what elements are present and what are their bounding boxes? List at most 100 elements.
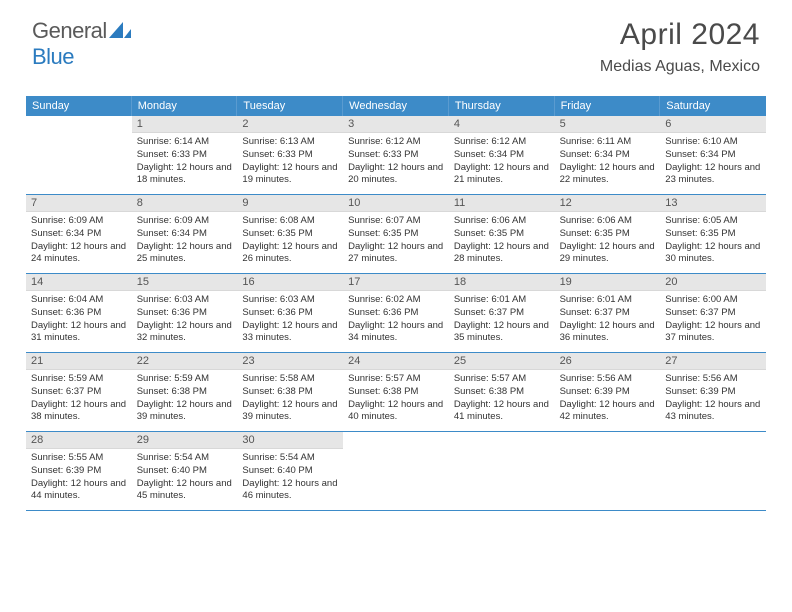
cell-info: Sunrise: 5:54 AMSunset: 6:40 PMDaylight:…	[237, 449, 343, 507]
sunset-text: Sunset: 6:33 PM	[348, 149, 444, 162]
calendar-cell: 22Sunrise: 5:59 AMSunset: 6:38 PMDayligh…	[132, 353, 238, 431]
sunrise-text: Sunrise: 5:57 AM	[454, 373, 550, 386]
calendar-cell: 9Sunrise: 6:08 AMSunset: 6:35 PMDaylight…	[237, 195, 343, 273]
daylight-text: Daylight: 12 hours and 40 minutes.	[348, 399, 444, 425]
cell-info: Sunrise: 5:58 AMSunset: 6:38 PMDaylight:…	[237, 370, 343, 428]
cell-info: Sunrise: 6:06 AMSunset: 6:35 PMDaylight:…	[449, 212, 555, 270]
daylight-text: Daylight: 12 hours and 24 minutes.	[31, 241, 127, 267]
cell-date: 14	[26, 274, 132, 291]
cell-info: Sunrise: 6:01 AMSunset: 6:37 PMDaylight:…	[449, 291, 555, 349]
sunset-text: Sunset: 6:36 PM	[31, 307, 127, 320]
sunset-text: Sunset: 6:35 PM	[665, 228, 761, 241]
sunset-text: Sunset: 6:40 PM	[137, 465, 233, 478]
calendar-cell: 23Sunrise: 5:58 AMSunset: 6:38 PMDayligh…	[237, 353, 343, 431]
cell-info: Sunrise: 5:56 AMSunset: 6:39 PMDaylight:…	[555, 370, 661, 428]
calendar-cell: 19Sunrise: 6:01 AMSunset: 6:37 PMDayligh…	[555, 274, 661, 352]
sunset-text: Sunset: 6:36 PM	[348, 307, 444, 320]
sunset-text: Sunset: 6:37 PM	[665, 307, 761, 320]
sunset-text: Sunset: 6:38 PM	[454, 386, 550, 399]
calendar-cell: 27Sunrise: 5:56 AMSunset: 6:39 PMDayligh…	[660, 353, 766, 431]
cell-info: Sunrise: 6:07 AMSunset: 6:35 PMDaylight:…	[343, 212, 449, 270]
calendar-cell: 20Sunrise: 6:00 AMSunset: 6:37 PMDayligh…	[660, 274, 766, 352]
sunset-text: Sunset: 6:38 PM	[137, 386, 233, 399]
sunset-text: Sunset: 6:37 PM	[454, 307, 550, 320]
calendar-cell: 2Sunrise: 6:13 AMSunset: 6:33 PMDaylight…	[237, 116, 343, 194]
daylight-text: Daylight: 12 hours and 33 minutes.	[242, 320, 338, 346]
cell-info: Sunrise: 6:11 AMSunset: 6:34 PMDaylight:…	[555, 133, 661, 191]
daylight-text: Daylight: 12 hours and 34 minutes.	[348, 320, 444, 346]
day-header: Monday	[132, 96, 238, 116]
cell-info: Sunrise: 6:02 AMSunset: 6:36 PMDaylight:…	[343, 291, 449, 349]
cell-info: Sunrise: 6:00 AMSunset: 6:37 PMDaylight:…	[660, 291, 766, 349]
daylight-text: Daylight: 12 hours and 19 minutes.	[242, 162, 338, 188]
calendar-cell: 13Sunrise: 6:05 AMSunset: 6:35 PMDayligh…	[660, 195, 766, 273]
day-header: Sunday	[26, 96, 132, 116]
daylight-text: Daylight: 12 hours and 30 minutes.	[665, 241, 761, 267]
cell-date: 8	[132, 195, 238, 212]
sunset-text: Sunset: 6:34 PM	[31, 228, 127, 241]
sunset-text: Sunset: 6:35 PM	[348, 228, 444, 241]
sunrise-text: Sunrise: 6:06 AM	[454, 215, 550, 228]
sunset-text: Sunset: 6:36 PM	[242, 307, 338, 320]
cell-date: 7	[26, 195, 132, 212]
cell-date: 10	[343, 195, 449, 212]
calendar-cell: 6Sunrise: 6:10 AMSunset: 6:34 PMDaylight…	[660, 116, 766, 194]
sunset-text: Sunset: 6:38 PM	[242, 386, 338, 399]
calendar-cell: 18Sunrise: 6:01 AMSunset: 6:37 PMDayligh…	[449, 274, 555, 352]
daylight-text: Daylight: 12 hours and 38 minutes.	[31, 399, 127, 425]
daylight-text: Daylight: 12 hours and 27 minutes.	[348, 241, 444, 267]
day-header-row: Sunday Monday Tuesday Wednesday Thursday…	[26, 96, 766, 116]
calendar-cell: 26Sunrise: 5:56 AMSunset: 6:39 PMDayligh…	[555, 353, 661, 431]
cell-date: 2	[237, 116, 343, 133]
cell-date: 1	[132, 116, 238, 133]
sunset-text: Sunset: 6:34 PM	[454, 149, 550, 162]
cell-date: 11	[449, 195, 555, 212]
logo-sail-icon	[109, 18, 131, 44]
calendar-cell	[26, 116, 132, 194]
sunrise-text: Sunrise: 5:59 AM	[31, 373, 127, 386]
sunrise-text: Sunrise: 6:01 AM	[560, 294, 656, 307]
daylight-text: Daylight: 12 hours and 28 minutes.	[454, 241, 550, 267]
sunset-text: Sunset: 6:33 PM	[137, 149, 233, 162]
cell-info: Sunrise: 5:56 AMSunset: 6:39 PMDaylight:…	[660, 370, 766, 428]
sunrise-text: Sunrise: 6:10 AM	[665, 136, 761, 149]
sunrise-text: Sunrise: 6:09 AM	[137, 215, 233, 228]
sunrise-text: Sunrise: 5:54 AM	[137, 452, 233, 465]
calendar-cell: 5Sunrise: 6:11 AMSunset: 6:34 PMDaylight…	[555, 116, 661, 194]
cell-info: Sunrise: 6:09 AMSunset: 6:34 PMDaylight:…	[26, 212, 132, 270]
month-title: April 2024	[600, 18, 760, 52]
calendar-cell: 12Sunrise: 6:06 AMSunset: 6:35 PMDayligh…	[555, 195, 661, 273]
week-row: 14Sunrise: 6:04 AMSunset: 6:36 PMDayligh…	[26, 274, 766, 353]
weeks-container: 1Sunrise: 6:14 AMSunset: 6:33 PMDaylight…	[26, 116, 766, 511]
daylight-text: Daylight: 12 hours and 21 minutes.	[454, 162, 550, 188]
cell-date: 17	[343, 274, 449, 291]
cell-date: 30	[237, 432, 343, 449]
cell-info: Sunrise: 6:06 AMSunset: 6:35 PMDaylight:…	[555, 212, 661, 270]
sunset-text: Sunset: 6:34 PM	[137, 228, 233, 241]
daylight-text: Daylight: 12 hours and 26 minutes.	[242, 241, 338, 267]
cell-info: Sunrise: 5:55 AMSunset: 6:39 PMDaylight:…	[26, 449, 132, 507]
sunrise-text: Sunrise: 6:09 AM	[31, 215, 127, 228]
cell-date: 5	[555, 116, 661, 133]
week-row: 21Sunrise: 5:59 AMSunset: 6:37 PMDayligh…	[26, 353, 766, 432]
cell-info: Sunrise: 6:09 AMSunset: 6:34 PMDaylight:…	[132, 212, 238, 270]
cell-info: Sunrise: 6:01 AMSunset: 6:37 PMDaylight:…	[555, 291, 661, 349]
calendar-cell	[449, 432, 555, 510]
title-block: April 2024 Medias Aguas, Mexico	[600, 18, 760, 76]
sunset-text: Sunset: 6:33 PM	[242, 149, 338, 162]
calendar-cell: 21Sunrise: 5:59 AMSunset: 6:37 PMDayligh…	[26, 353, 132, 431]
cell-info: Sunrise: 6:12 AMSunset: 6:33 PMDaylight:…	[343, 133, 449, 191]
sunset-text: Sunset: 6:40 PM	[242, 465, 338, 478]
sunset-text: Sunset: 6:37 PM	[560, 307, 656, 320]
sunset-text: Sunset: 6:34 PM	[665, 149, 761, 162]
daylight-text: Daylight: 12 hours and 23 minutes.	[665, 162, 761, 188]
daylight-text: Daylight: 12 hours and 31 minutes.	[31, 320, 127, 346]
sunrise-text: Sunrise: 6:07 AM	[348, 215, 444, 228]
sunrise-text: Sunrise: 6:12 AM	[348, 136, 444, 149]
logo-text: GeneralBlue	[32, 18, 131, 70]
daylight-text: Daylight: 12 hours and 18 minutes.	[137, 162, 233, 188]
day-header: Thursday	[449, 96, 555, 116]
daylight-text: Daylight: 12 hours and 35 minutes.	[454, 320, 550, 346]
cell-date: 15	[132, 274, 238, 291]
cell-date: 16	[237, 274, 343, 291]
